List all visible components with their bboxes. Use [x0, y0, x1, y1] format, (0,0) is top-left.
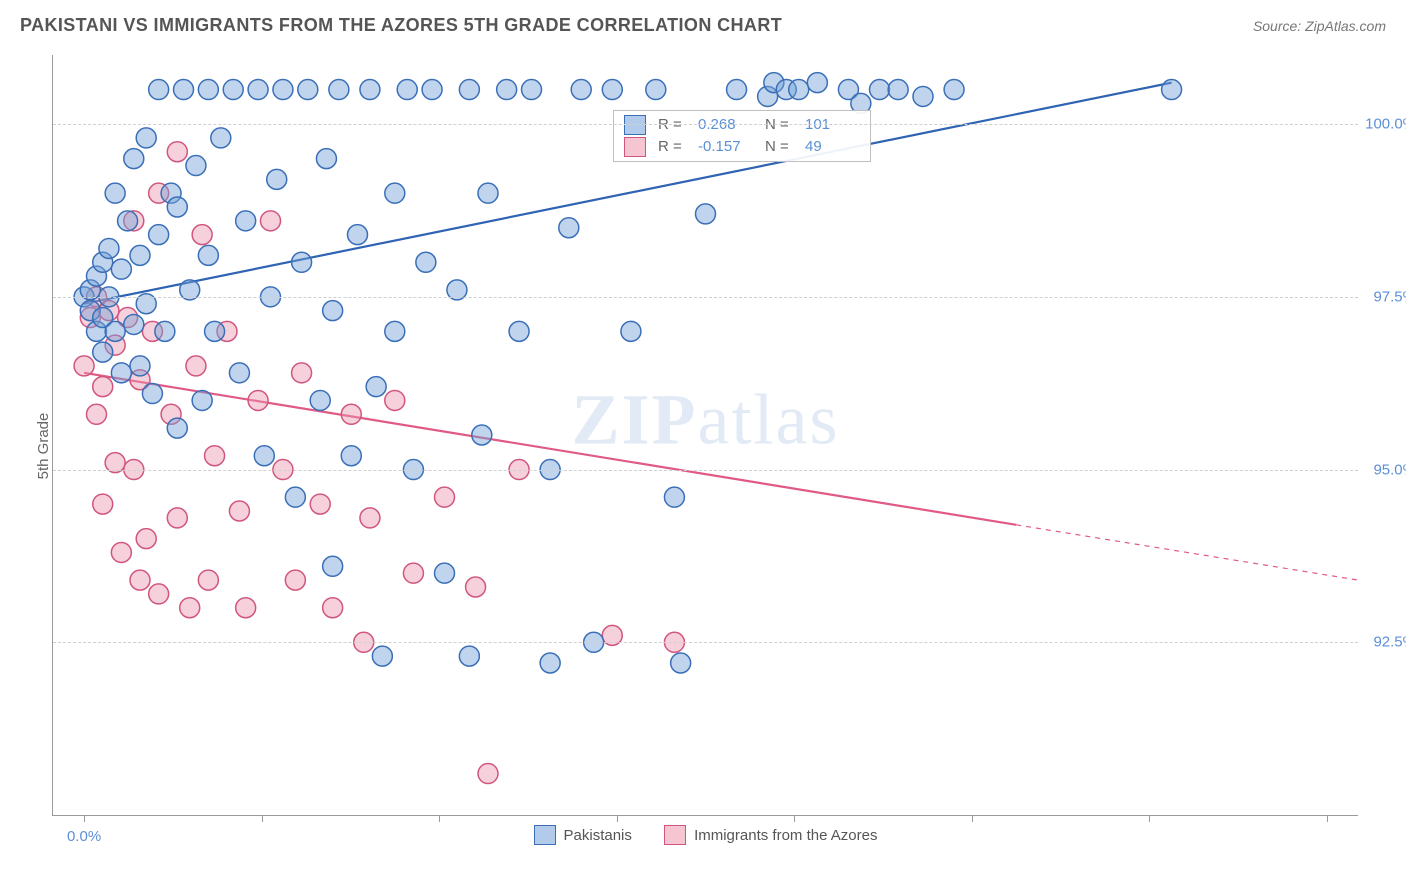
- swatch-pink: [664, 825, 686, 845]
- x-tick: [1327, 815, 1328, 822]
- y-tick-label: 95.0%: [1373, 461, 1406, 478]
- chart-stage: PAKISTANI VS IMMIGRANTS FROM THE AZORES …: [0, 0, 1406, 892]
- legend-row-b: R = -0.157 N = 49: [624, 136, 860, 158]
- correlation-legend: R = 0.268 N = 101 R = -0.157 N = 49: [613, 110, 871, 162]
- x-tick: [972, 815, 973, 822]
- x-tick-label: 0.0%: [67, 828, 101, 845]
- legend-label-a: Pakistanis: [564, 827, 632, 844]
- y-axis-label: 5th Grade: [35, 413, 52, 480]
- r-value-b: -0.157: [698, 136, 753, 158]
- legend-item-b: Immigrants from the Azores: [664, 825, 877, 845]
- x-tick: [262, 815, 263, 822]
- x-tick: [1149, 815, 1150, 822]
- x-tick: [84, 815, 85, 822]
- n-label: N =: [765, 136, 793, 158]
- x-tick: [617, 815, 618, 822]
- gridline: [53, 642, 1358, 643]
- y-tick-label: 97.5%: [1373, 288, 1406, 305]
- gridline: [53, 124, 1358, 125]
- y-tick-label: 100.0%: [1365, 116, 1406, 133]
- x-tick: [794, 815, 795, 822]
- gridline: [53, 470, 1358, 471]
- legend-label-b: Immigrants from the Azores: [694, 827, 877, 844]
- source-label: Source: ZipAtlas.com: [1253, 18, 1386, 34]
- r-label: R =: [658, 136, 686, 158]
- gridline: [53, 297, 1358, 298]
- swatch-pink: [624, 137, 646, 157]
- n-value-b: 49: [805, 136, 860, 158]
- plot-area: ZIPatlas R = 0.268 N = 101 R = -0.157 N …: [52, 55, 1358, 816]
- legend-item-a: Pakistanis: [534, 825, 632, 845]
- scatter-svg: [53, 55, 1358, 815]
- x-tick: [439, 815, 440, 822]
- chart-title: PAKISTANI VS IMMIGRANTS FROM THE AZORES …: [20, 15, 782, 36]
- series-legend: Pakistanis Immigrants from the Azores: [53, 825, 1358, 849]
- swatch-blue: [534, 825, 556, 845]
- y-tick-label: 92.5%: [1373, 634, 1406, 651]
